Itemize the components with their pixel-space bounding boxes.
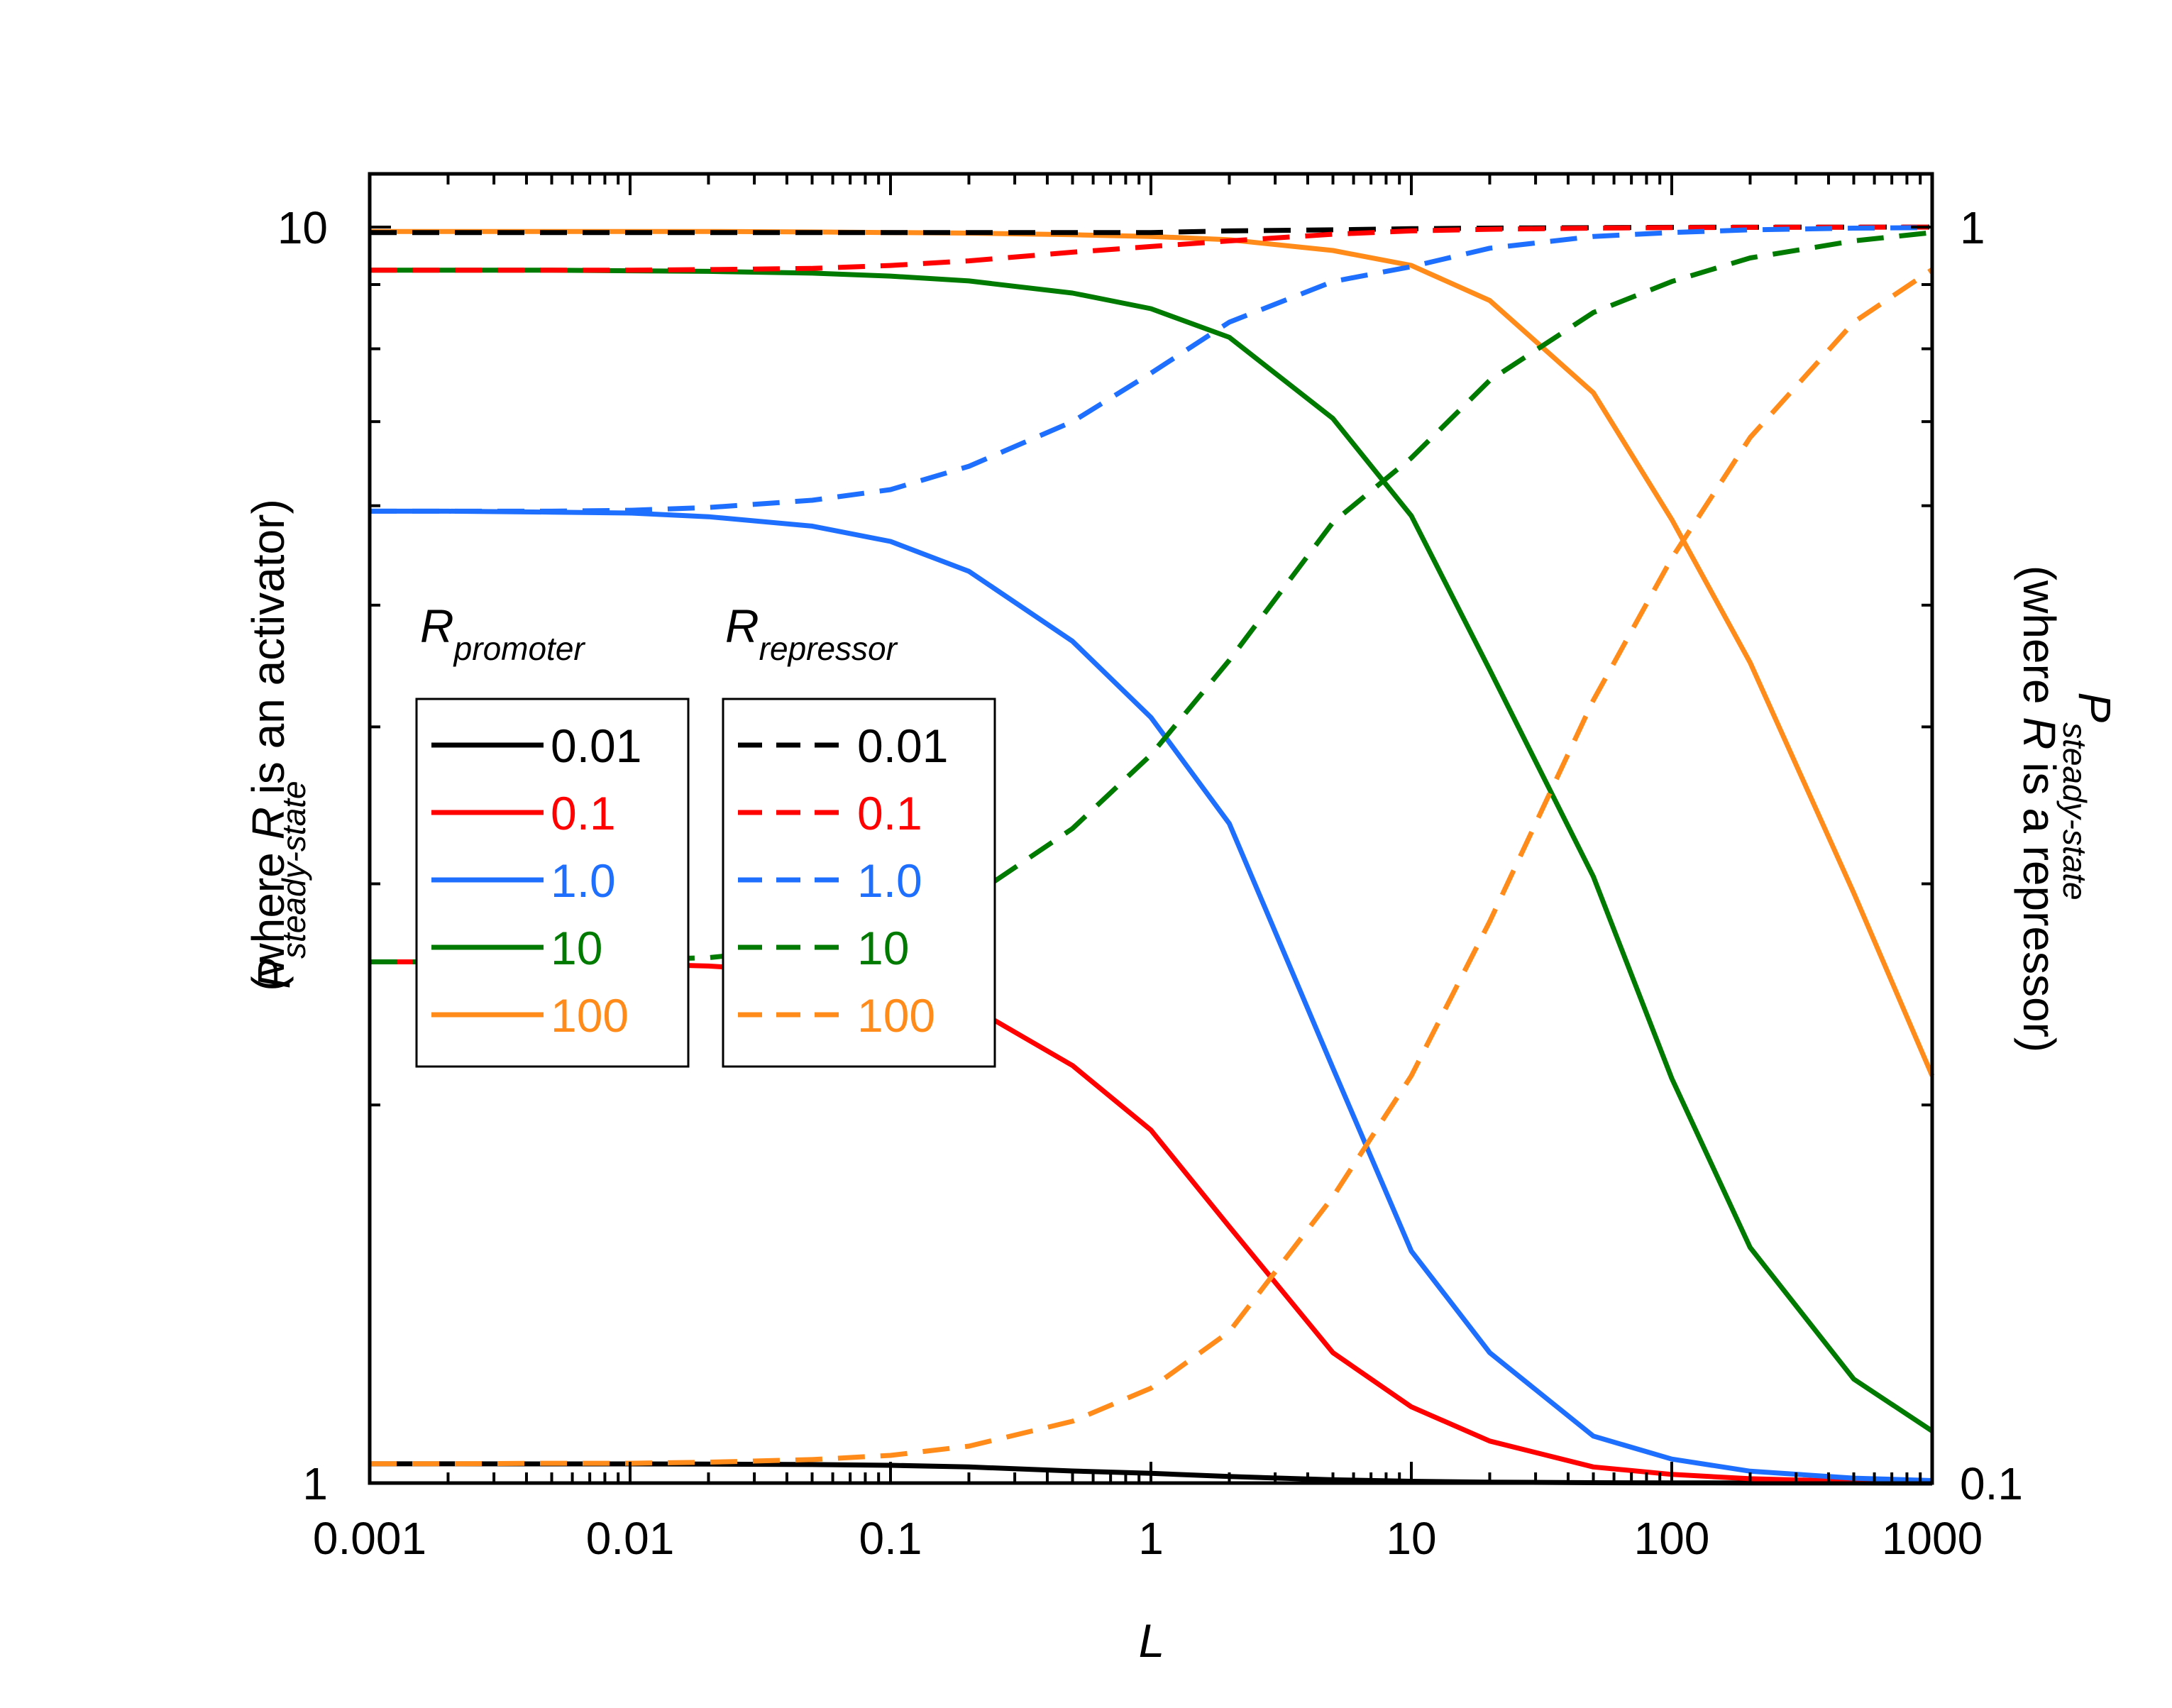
right-y-paren-pre: (where bbox=[2014, 566, 2065, 717]
x-tick-label: 10 bbox=[1386, 1513, 1436, 1564]
legend-promoter-title-main: R bbox=[420, 600, 454, 652]
left-y-paren-var: R bbox=[243, 807, 294, 839]
left-y-paren-pre: (where bbox=[243, 839, 294, 991]
right-y-label-main: P bbox=[2069, 692, 2120, 722]
legend-label-promoter-100: 100 bbox=[551, 989, 629, 1042]
legend-promoter-title: Rpromoter bbox=[420, 600, 585, 667]
svg-text:(where R is an activator): (where R is an activator) bbox=[243, 499, 294, 991]
left-y-paren-post: is an activator) bbox=[243, 499, 294, 807]
legend-label-repressor-0-01: 0.01 bbox=[857, 720, 948, 772]
legend-label-repressor-0-1: 0.1 bbox=[857, 787, 922, 839]
legend-repressor-title-sub: repressor bbox=[759, 630, 898, 667]
svg-text:(where R is a repressor): (where R is a repressor) bbox=[2014, 566, 2065, 1052]
y-tick-labels: 10 1 1 0.1 bbox=[277, 202, 2023, 1509]
legend-repressor-title: Rrepressor bbox=[725, 600, 898, 667]
x-tick-labels: 0.001 0.01 0.1 1 10 100 1000 bbox=[313, 1513, 1983, 1564]
x-tick-label: 0.1 bbox=[859, 1513, 922, 1564]
legend-label-repressor-10: 10 bbox=[857, 922, 909, 974]
legend-label-repressor-100: 100 bbox=[857, 989, 935, 1042]
right-y-axis-label: Psteady-state bbox=[2056, 692, 2120, 900]
left-y-label-sub: steady-state bbox=[275, 781, 312, 959]
x-axis-label: L bbox=[1139, 1614, 1165, 1667]
x-tick-label: 0.001 bbox=[313, 1513, 426, 1564]
x-tick-label: 100 bbox=[1634, 1513, 1710, 1564]
y-left-tick-label: 1 bbox=[302, 1458, 328, 1509]
legend-label-promoter-1-0: 1.0 bbox=[551, 854, 616, 907]
legend-promoter-title-sub: promoter bbox=[453, 630, 586, 667]
left-y-axis-label: Psteady-state bbox=[248, 781, 312, 988]
legend-promoter-box bbox=[415, 698, 690, 1068]
y-left-tick-label: 10 bbox=[277, 202, 328, 253]
legend-entries: 0.01 0.1 1.0 10 100 0.01 0.1 1.0 10 100 bbox=[431, 720, 948, 1042]
series-line-repressor-0-1 bbox=[370, 224, 1933, 273]
y-right-tick-label: 1 bbox=[1960, 202, 1985, 253]
plot-frame bbox=[368, 172, 1934, 1485]
legend-repressor-box bbox=[722, 698, 996, 1068]
right-y-paren-post: is a repressor) bbox=[2014, 749, 2065, 1052]
x-tick-label: 1000 bbox=[1882, 1513, 1983, 1564]
x-tick-label: 1 bbox=[1138, 1513, 1164, 1564]
legend-label-promoter-0-01: 0.01 bbox=[551, 720, 641, 772]
series-line-repressor-1-0 bbox=[370, 225, 1933, 514]
left-y-label-main: P bbox=[248, 959, 299, 989]
legend-label-repressor-1-0: 1.0 bbox=[857, 854, 922, 907]
legend-label-promoter-0-1: 0.1 bbox=[551, 787, 616, 839]
series-line-promoter-1-0 bbox=[370, 508, 1933, 1483]
svg-text:Psteady-state: Psteady-state bbox=[2056, 692, 2120, 900]
right-y-axis-paren-label: (where R is a repressor) bbox=[2014, 566, 2065, 1052]
right-y-paren-var: R bbox=[2014, 717, 2065, 749]
x-tick-label: 0.01 bbox=[586, 1513, 675, 1564]
left-y-axis-paren-label: (where R is an activator) bbox=[243, 499, 294, 991]
svg-text:Psteady-state: Psteady-state bbox=[248, 781, 312, 988]
y-right-tick-label: 0.1 bbox=[1960, 1458, 2023, 1509]
right-y-label-sub: steady-state bbox=[2056, 722, 2093, 900]
legend-repressor-title-main: R bbox=[725, 600, 759, 652]
legend-label-promoter-10: 10 bbox=[551, 922, 602, 974]
